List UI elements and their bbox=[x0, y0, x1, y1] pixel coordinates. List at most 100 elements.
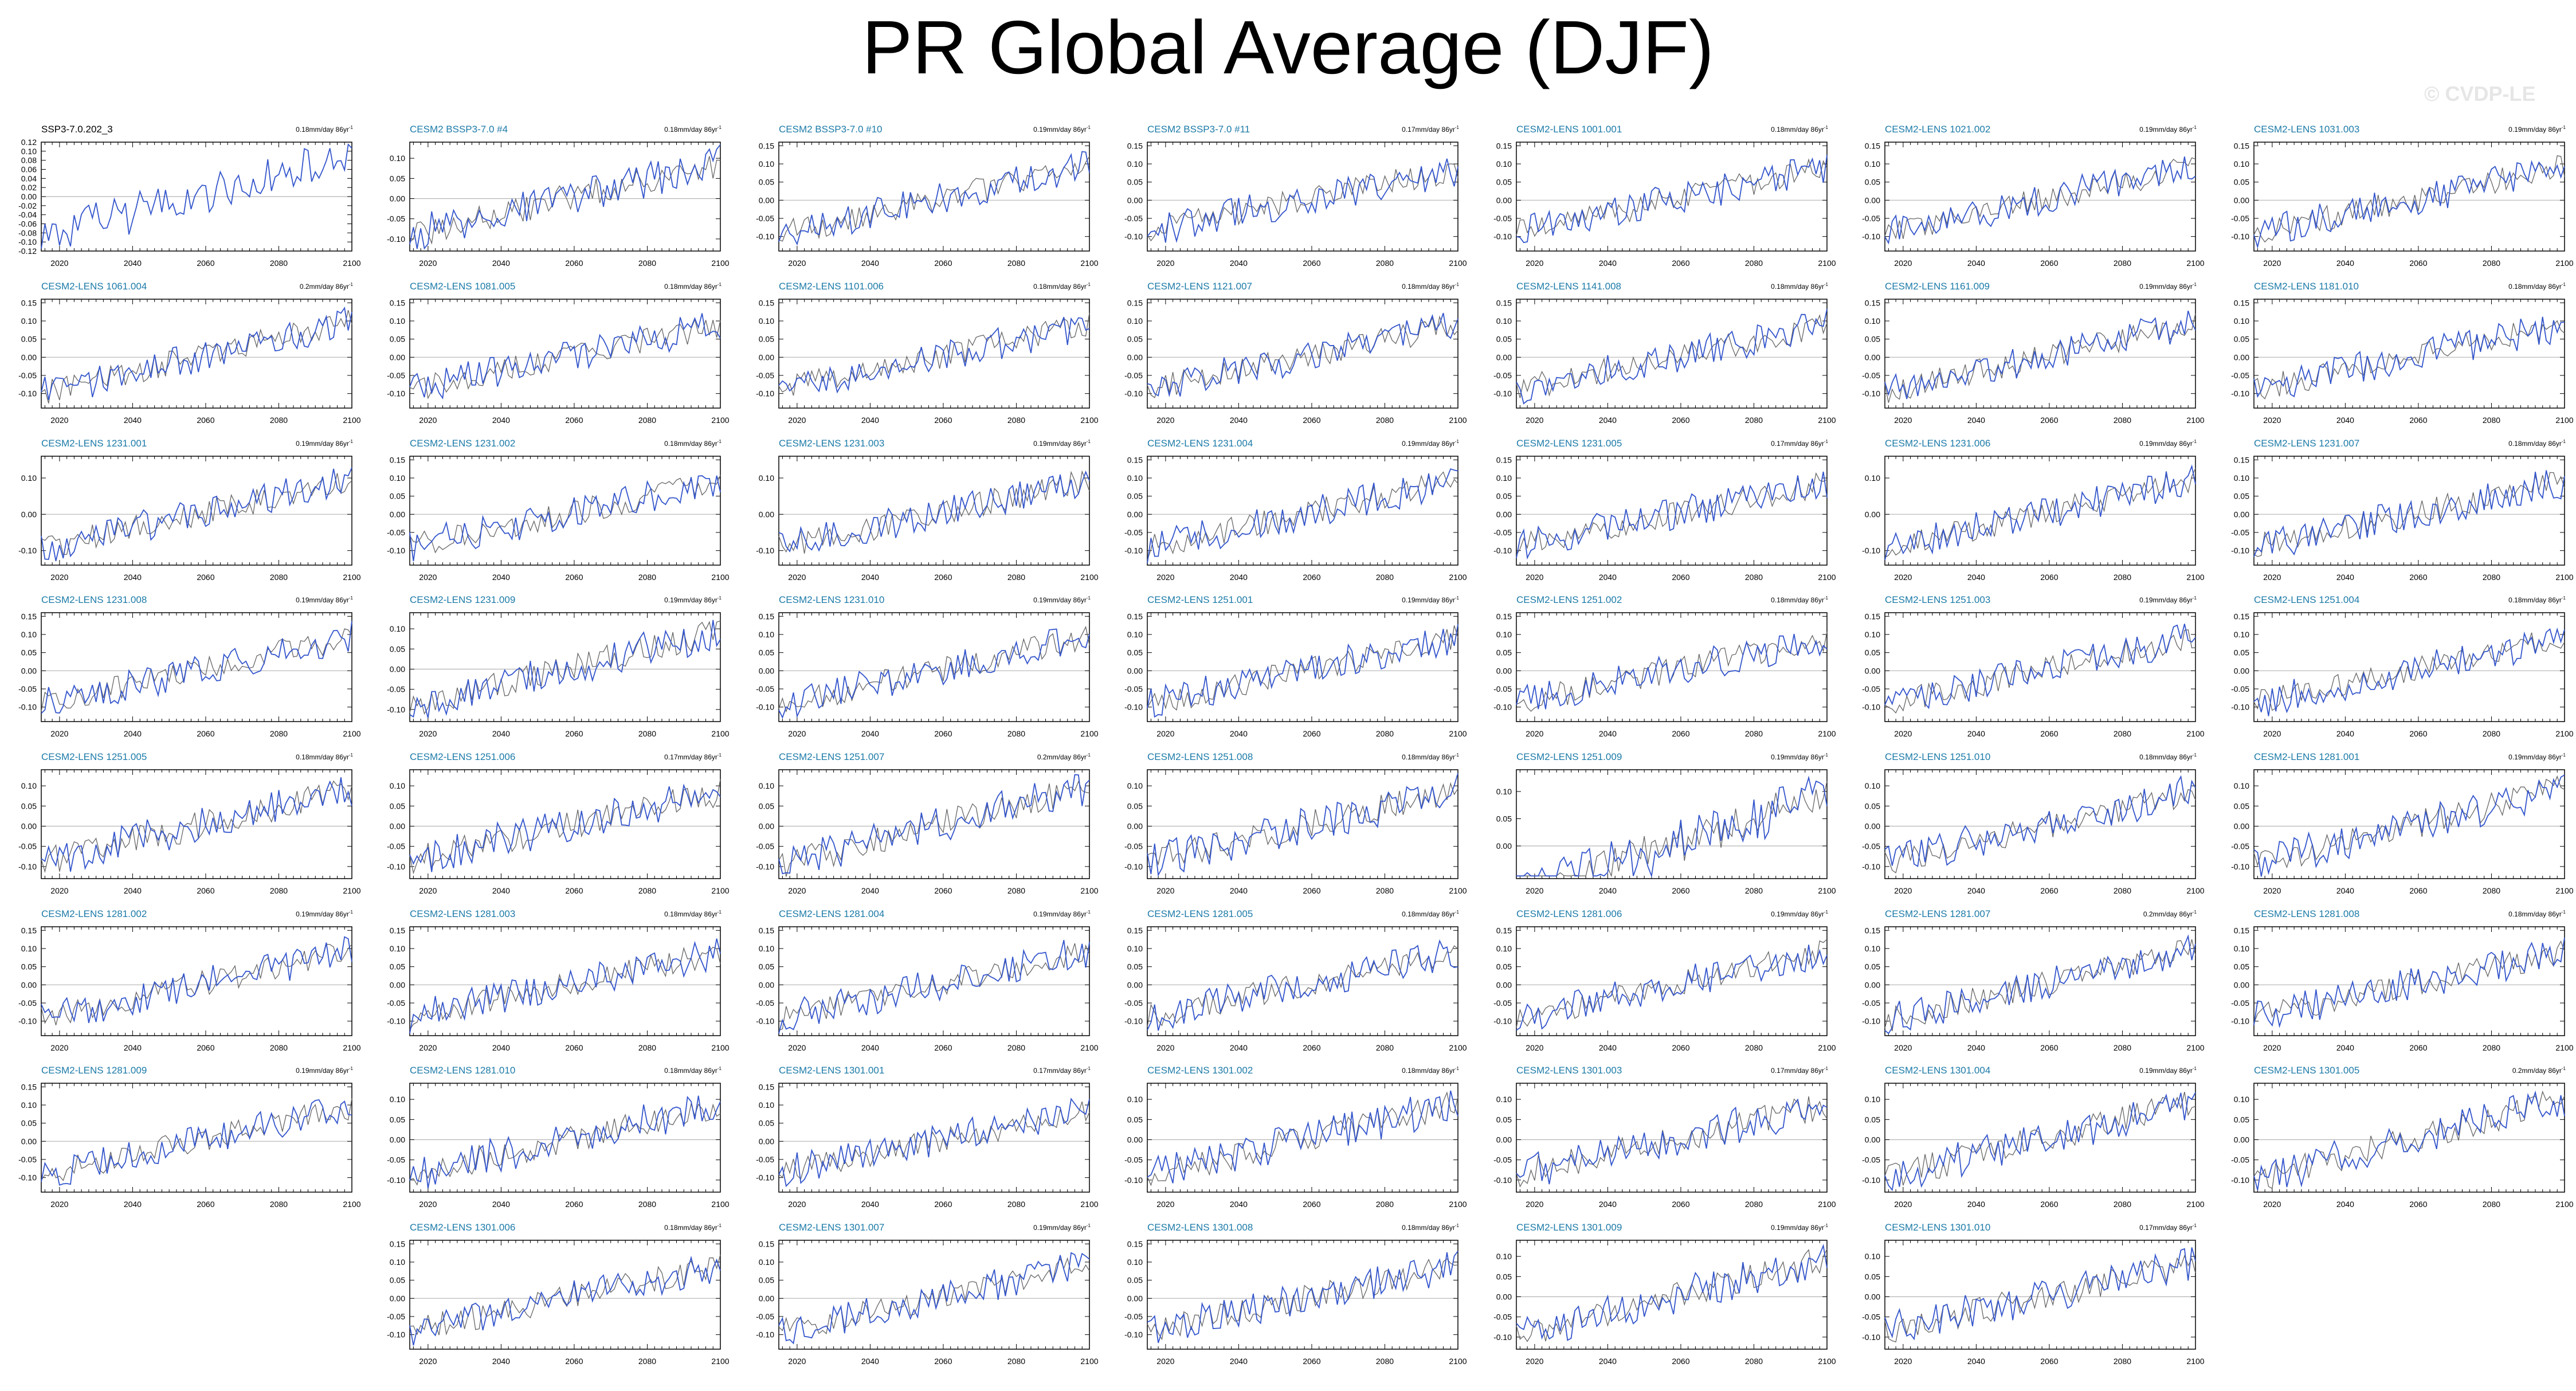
y-tick-label: -0.10 bbox=[18, 389, 37, 398]
y-tick-label: -0.05 bbox=[2231, 684, 2249, 693]
x-tick-label: 2020 bbox=[419, 729, 437, 738]
x-tick-label: 2100 bbox=[2186, 416, 2204, 425]
y-tick-label: 0.02 bbox=[21, 183, 37, 192]
panel-title: CESM2-LENS 1231.009 bbox=[410, 594, 516, 605]
ensemble-mean-line bbox=[1147, 625, 1458, 711]
ensemble-mean-line bbox=[2253, 472, 2565, 557]
x-tick-label: 2060 bbox=[1672, 416, 1689, 425]
series-line bbox=[41, 936, 352, 1024]
y-tick-label: 0.15 bbox=[1496, 298, 1512, 307]
y-tick-label: 0.10 bbox=[2234, 473, 2249, 483]
x-tick-label: 2020 bbox=[419, 1043, 437, 1052]
y-tick-label: 0.10 bbox=[1496, 630, 1512, 639]
y-tick-label: 0.00 bbox=[21, 192, 37, 201]
x-tick-label: 2060 bbox=[197, 573, 214, 582]
ensemble-mean-line bbox=[778, 943, 1090, 1031]
x-tick-label: 2040 bbox=[492, 886, 510, 895]
y-tick-label: -0.10 bbox=[387, 546, 405, 555]
x-tick-label: 2060 bbox=[1303, 416, 1320, 425]
ensemble-mean-line bbox=[1516, 472, 1828, 556]
y-tick-label: 0.15 bbox=[1496, 455, 1512, 464]
x-tick-label: 2100 bbox=[343, 573, 360, 582]
ensemble-mean-line bbox=[1516, 314, 1828, 398]
panel-trend-label: 0.19mm/day 86yr-1 bbox=[1033, 595, 1091, 604]
chart-panel: CESM2-LENS 1231.010 0.19mm/day 86yr-1 0.15… bbox=[738, 594, 1104, 748]
panel-trend-label: 0.2mm/day 86yr-1 bbox=[299, 282, 353, 291]
y-tick-label: 0.10 bbox=[2234, 944, 2249, 953]
ensemble-mean-line bbox=[41, 309, 352, 403]
panel-title: CESM2-LENS 1251.003 bbox=[1885, 594, 1991, 605]
panel-title: CESM2-LENS 1231.001 bbox=[41, 438, 147, 449]
ensemble-mean-line bbox=[1884, 939, 2196, 1032]
y-tick-label: 0.10 bbox=[1127, 630, 1143, 639]
y-tick-label: 0.00 bbox=[759, 666, 774, 675]
x-tick-label: 2060 bbox=[565, 1043, 583, 1052]
series-line bbox=[1884, 464, 2196, 561]
series-line bbox=[41, 621, 352, 714]
y-tick-label: 0.05 bbox=[759, 801, 774, 810]
plot-frame bbox=[41, 1083, 352, 1193]
y-tick-label: 0.10 bbox=[1865, 944, 1880, 953]
y-tick-label: 0.00 bbox=[1496, 980, 1512, 989]
x-tick-label: 2060 bbox=[197, 258, 214, 268]
panel-title: CESM2-LENS 1101.006 bbox=[779, 281, 884, 292]
panel-plot: 0.15 0.10 0.05 0.00 -0.05 -0.10 2020 2040 2060 20… bbox=[756, 141, 1099, 268]
y-tick-label: -0.12 bbox=[18, 246, 37, 256]
x-tick-label: 2100 bbox=[1080, 258, 1098, 268]
panel-trend-label: 0.19mm/day 86yr-1 bbox=[1402, 439, 1459, 448]
x-tick-label: 2100 bbox=[2186, 573, 2204, 582]
x-tick-label: 2100 bbox=[343, 1043, 360, 1052]
panel-plot: 0.15 0.10 0.05 0.00 -0.05 -0.10 2020 2040 2060 20… bbox=[1862, 926, 2205, 1052]
y-tick-label: -0.10 bbox=[1862, 389, 1880, 398]
x-tick-label: 2020 bbox=[50, 729, 68, 738]
chart-panel: CESM2 BSSP3-7.0 #10 0.19mm/day 86yr-1 0.15… bbox=[738, 124, 1104, 277]
x-tick-label: 2040 bbox=[861, 1043, 879, 1052]
y-tick-label: 0.00 bbox=[1865, 195, 1880, 205]
plot-frame bbox=[2253, 612, 2565, 722]
y-tick-label: -0.05 bbox=[1493, 684, 1512, 693]
panel-title: CESM2-LENS 1251.009 bbox=[1516, 751, 1622, 762]
y-tick-label: -0.05 bbox=[2231, 371, 2249, 380]
panel-trend-label: 0.18mm/day 86yr-1 bbox=[664, 439, 722, 448]
plot-frame bbox=[2253, 769, 2565, 879]
chart-panel: SSP3-7.0.202_3 0.18mm/day 86yr-1 0.12 0.10 0… bbox=[0, 124, 367, 277]
x-tick-label: 2100 bbox=[2555, 729, 2573, 738]
x-tick-label: 2020 bbox=[419, 416, 437, 425]
panel-title: CESM2-LENS 1161.009 bbox=[1885, 281, 1990, 292]
x-tick-label: 2060 bbox=[565, 886, 583, 895]
y-tick-label: 0.10 bbox=[1127, 316, 1143, 326]
x-tick-label: 2060 bbox=[2040, 573, 2058, 582]
panel-plot: 0.10 0.00 -0.10 2020 2040 2060 2080 2100 bbox=[756, 456, 1099, 582]
x-tick-label: 2040 bbox=[861, 729, 879, 738]
panel-plot: 0.10 0.05 0.00 -0.05 -0.10 2020 2040 2060 2080 21… bbox=[387, 142, 730, 268]
x-tick-label: 2020 bbox=[1894, 416, 1912, 425]
chart-panel: CESM2-LENS 1251.006 0.17mm/day 86yr-1 0.10… bbox=[368, 751, 735, 905]
y-tick-label: 0.00 bbox=[1127, 195, 1143, 205]
y-tick-label: 0.10 bbox=[390, 624, 405, 633]
y-tick-label: 0.00 bbox=[21, 666, 37, 675]
plot-frame bbox=[1884, 612, 2196, 722]
panel-plot: 0.15 0.10 0.05 0.00 -0.05 -0.10 2020 2040 2060 20… bbox=[1493, 455, 1836, 582]
y-tick-label: 0.00 bbox=[2234, 980, 2249, 989]
plot-frame bbox=[1516, 299, 1828, 409]
y-tick-label: -0.10 bbox=[2231, 232, 2249, 241]
x-tick-label: 2080 bbox=[2483, 886, 2500, 895]
panel-title: CESM2-LENS 1021.002 bbox=[1885, 124, 1991, 135]
y-tick-label: 0.05 bbox=[390, 335, 405, 344]
y-tick-label: -0.05 bbox=[387, 998, 405, 1008]
x-tick-label: 2080 bbox=[2483, 573, 2500, 582]
series-line bbox=[1147, 624, 1458, 718]
x-tick-label: 2080 bbox=[1007, 573, 1025, 582]
series-line bbox=[1884, 775, 2196, 867]
plot-frame bbox=[1884, 142, 2196, 252]
chart-panel: CESM2-LENS 1231.007 0.18mm/day 86yr-1 0.15… bbox=[2213, 438, 2576, 591]
y-tick-label: 0.10 bbox=[1496, 944, 1512, 953]
y-tick-label: 0.00 bbox=[2234, 352, 2249, 362]
y-tick-label: 0.00 bbox=[21, 352, 37, 362]
x-tick-label: 2080 bbox=[1745, 886, 1763, 895]
x-tick-label: 2080 bbox=[1376, 573, 1394, 582]
panel-title: CESM2-LENS 1251.001 bbox=[1147, 594, 1253, 605]
y-tick-label: -0.05 bbox=[18, 1155, 37, 1164]
plot-frame bbox=[778, 769, 1090, 879]
x-tick-label: 2040 bbox=[124, 729, 142, 738]
